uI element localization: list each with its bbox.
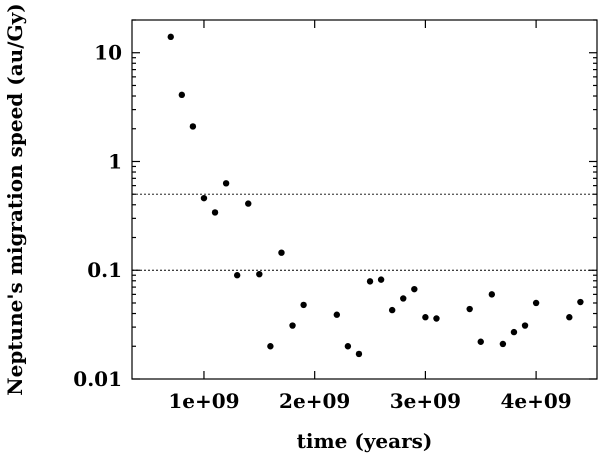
data-point [178,91,186,99]
data-point [233,272,241,279]
reference-lines [132,193,597,271]
y-tick-label: 10 [94,41,122,65]
data-point [167,33,174,41]
y-axis-label: Neptune's migration speed (au/Gy) [3,3,27,395]
data-point [256,270,263,278]
x-tick-label: 4e+09 [500,389,571,413]
data-point [289,322,296,329]
data-point [499,340,507,348]
data-point [333,311,341,318]
data-point [521,322,529,329]
x-axis-ticks: 1e+09 2e+09 3e+09 4e+09 [168,20,572,413]
data-point [200,194,208,202]
data-point [577,298,584,306]
data-point [388,306,396,314]
data-point [466,305,473,313]
data-point [411,285,418,293]
data-point [488,291,496,298]
data-point [211,209,219,216]
data-point [566,314,573,321]
data-point [355,350,363,358]
data-point [433,315,440,322]
data-point [366,278,374,285]
data-point [189,123,197,130]
data-point [300,301,307,309]
data-points [167,33,584,358]
data-point [510,328,518,336]
data-point [400,295,407,302]
plot-area-frame [131,19,598,380]
data-point [477,338,484,345]
data-point [222,180,230,187]
y-tick-label: 1 [108,149,122,173]
data-point [377,276,385,283]
data-point [267,343,274,350]
data-point [245,200,252,207]
data-point [532,299,540,307]
y-axis-ticks: 0.01 0.1 1 10 [73,19,597,391]
y-tick-label: 0.1 [87,258,122,282]
data-point [278,249,285,256]
data-point [422,314,429,321]
x-tick-label: 2e+09 [279,389,350,413]
x-tick-label: 3e+09 [390,389,461,413]
y-tick-label: 0.01 [73,367,122,391]
data-point [344,343,352,350]
x-axis-label: time (years) [297,429,433,453]
x-tick-label: 1e+09 [168,389,239,413]
